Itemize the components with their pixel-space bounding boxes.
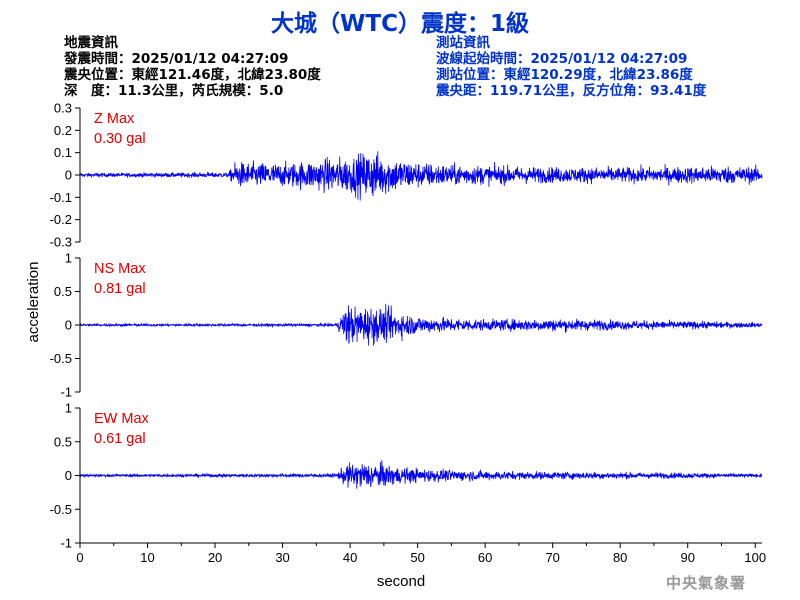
waveform-ew xyxy=(79,460,763,489)
y-tick-label-ns: 0.5 xyxy=(54,284,72,299)
y-tick-label-z: 0 xyxy=(65,168,72,183)
waveform-start-time: 波線起始時間：2025/01/12 04:27:09 xyxy=(436,51,688,67)
y-tick-label-ns: -1 xyxy=(60,385,72,400)
max-value-ew: 0.61 gal xyxy=(94,431,146,447)
max-label-ew: EW Max xyxy=(94,411,150,427)
y-tick-label-z: -0.1 xyxy=(50,190,72,205)
y-tick-label-z: -0.3 xyxy=(50,235,72,250)
max-value-ns: 0.81 gal xyxy=(94,281,146,297)
x-tick-label: 100 xyxy=(744,550,766,565)
chart-title: 大城（WTC）震度：1級 xyxy=(271,11,529,37)
y-tick-label-z: -0.2 xyxy=(50,212,72,227)
x-tick-label: 30 xyxy=(275,550,289,565)
y-tick-label-z: 0.1 xyxy=(54,145,72,160)
max-label-z: Z Max xyxy=(94,111,135,127)
x-tick-label: 0 xyxy=(76,550,83,565)
x-tick-label: 60 xyxy=(478,550,492,565)
y-tick-label-z: 0.3 xyxy=(54,101,72,116)
station-location: 測站位置：東經120.29度，北緯23.86度 xyxy=(436,67,693,83)
station-info-block: 測站資訊 波線起始時間：2025/01/12 04:27:09 測站位置：東經1… xyxy=(436,35,706,99)
waveform-ns xyxy=(79,303,763,346)
y-tick-label-ns: -0.5 xyxy=(50,351,72,366)
x-tick-label: 10 xyxy=(140,550,154,565)
x-tick-label: 40 xyxy=(343,550,357,565)
y-tick-label-ns: 0 xyxy=(65,318,72,333)
y-axis-label: acceleration xyxy=(25,262,42,343)
x-tick-label: 80 xyxy=(613,550,627,565)
y-tick-label-ew: 0.5 xyxy=(54,434,72,449)
epicenter-location: 震央位置：東經121.46度，北緯23.80度 xyxy=(64,67,321,83)
x-tick-label: 70 xyxy=(545,550,559,565)
station-info-heading: 測站資訊 xyxy=(436,35,490,51)
y-tick-label-ns: 1 xyxy=(65,251,72,266)
event-info-heading: 地震資訊 xyxy=(64,35,118,51)
max-label-ns: NS Max xyxy=(94,261,146,277)
y-tick-label-ew: -0.5 xyxy=(50,502,72,517)
x-axis-label: second xyxy=(377,573,425,590)
y-tick-label-ew: 0 xyxy=(65,468,72,483)
x-tick-label: 90 xyxy=(680,550,694,565)
y-tick-label-ew: 1 xyxy=(65,401,72,416)
y-tick-label-ew: -1 xyxy=(60,536,72,551)
epicentral-distance: 震央距：119.71公里，反方位角：93.41度 xyxy=(436,83,707,99)
agency-watermark: 中央氣象署 xyxy=(665,574,746,592)
origin-time: 發震時間：2025/01/12 04:27:09 xyxy=(64,51,289,67)
max-value-z: 0.30 gal xyxy=(94,131,146,147)
y-tick-label-z: 0.2 xyxy=(54,123,72,138)
event-info-block: 地震資訊 發震時間：2025/01/12 04:27:09 震央位置：東經121… xyxy=(64,35,321,99)
waveform-z xyxy=(79,151,763,201)
x-tick-label: 50 xyxy=(410,550,424,565)
x-tick-label: 20 xyxy=(208,550,222,565)
depth-magnitude: 深 度：11.3公里，芮氏規模：5.0 xyxy=(64,83,284,99)
